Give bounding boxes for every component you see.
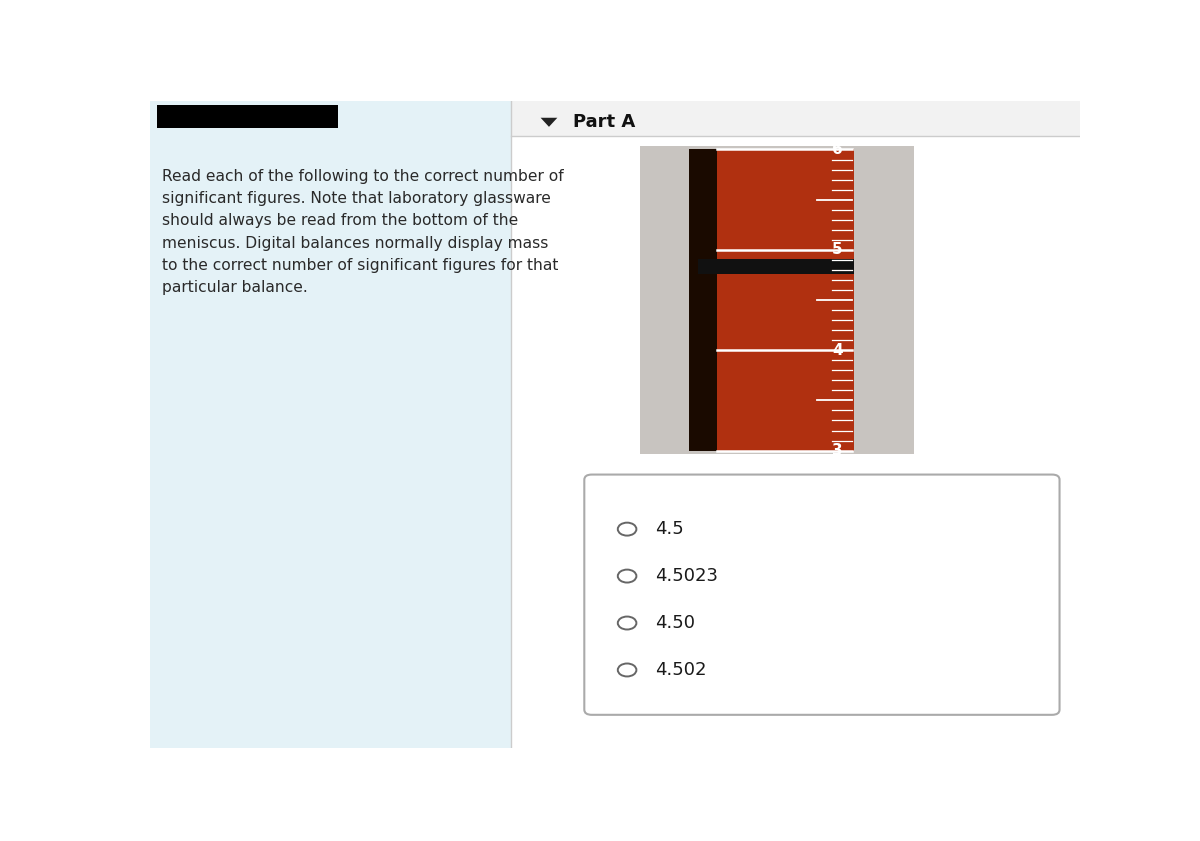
Text: 4.5023: 4.5023 (655, 567, 718, 585)
Text: 5: 5 (832, 242, 842, 257)
FancyBboxPatch shape (150, 101, 511, 748)
Text: Read each of the following to the correct number of
significant figures. Note th: Read each of the following to the correc… (162, 169, 564, 295)
Text: 4: 4 (832, 343, 842, 357)
Text: 6: 6 (832, 142, 842, 157)
FancyBboxPatch shape (690, 150, 854, 451)
FancyBboxPatch shape (690, 150, 716, 451)
Text: 4.502: 4.502 (655, 661, 707, 679)
Text: 4.50: 4.50 (655, 614, 695, 632)
FancyBboxPatch shape (511, 101, 1080, 136)
Text: 4.5: 4.5 (655, 520, 684, 538)
FancyBboxPatch shape (640, 146, 914, 454)
Text: Part A: Part A (574, 114, 636, 131)
FancyBboxPatch shape (156, 105, 338, 128)
Polygon shape (540, 118, 557, 127)
FancyBboxPatch shape (584, 474, 1060, 715)
Text: 3: 3 (832, 443, 842, 458)
FancyBboxPatch shape (697, 259, 854, 274)
